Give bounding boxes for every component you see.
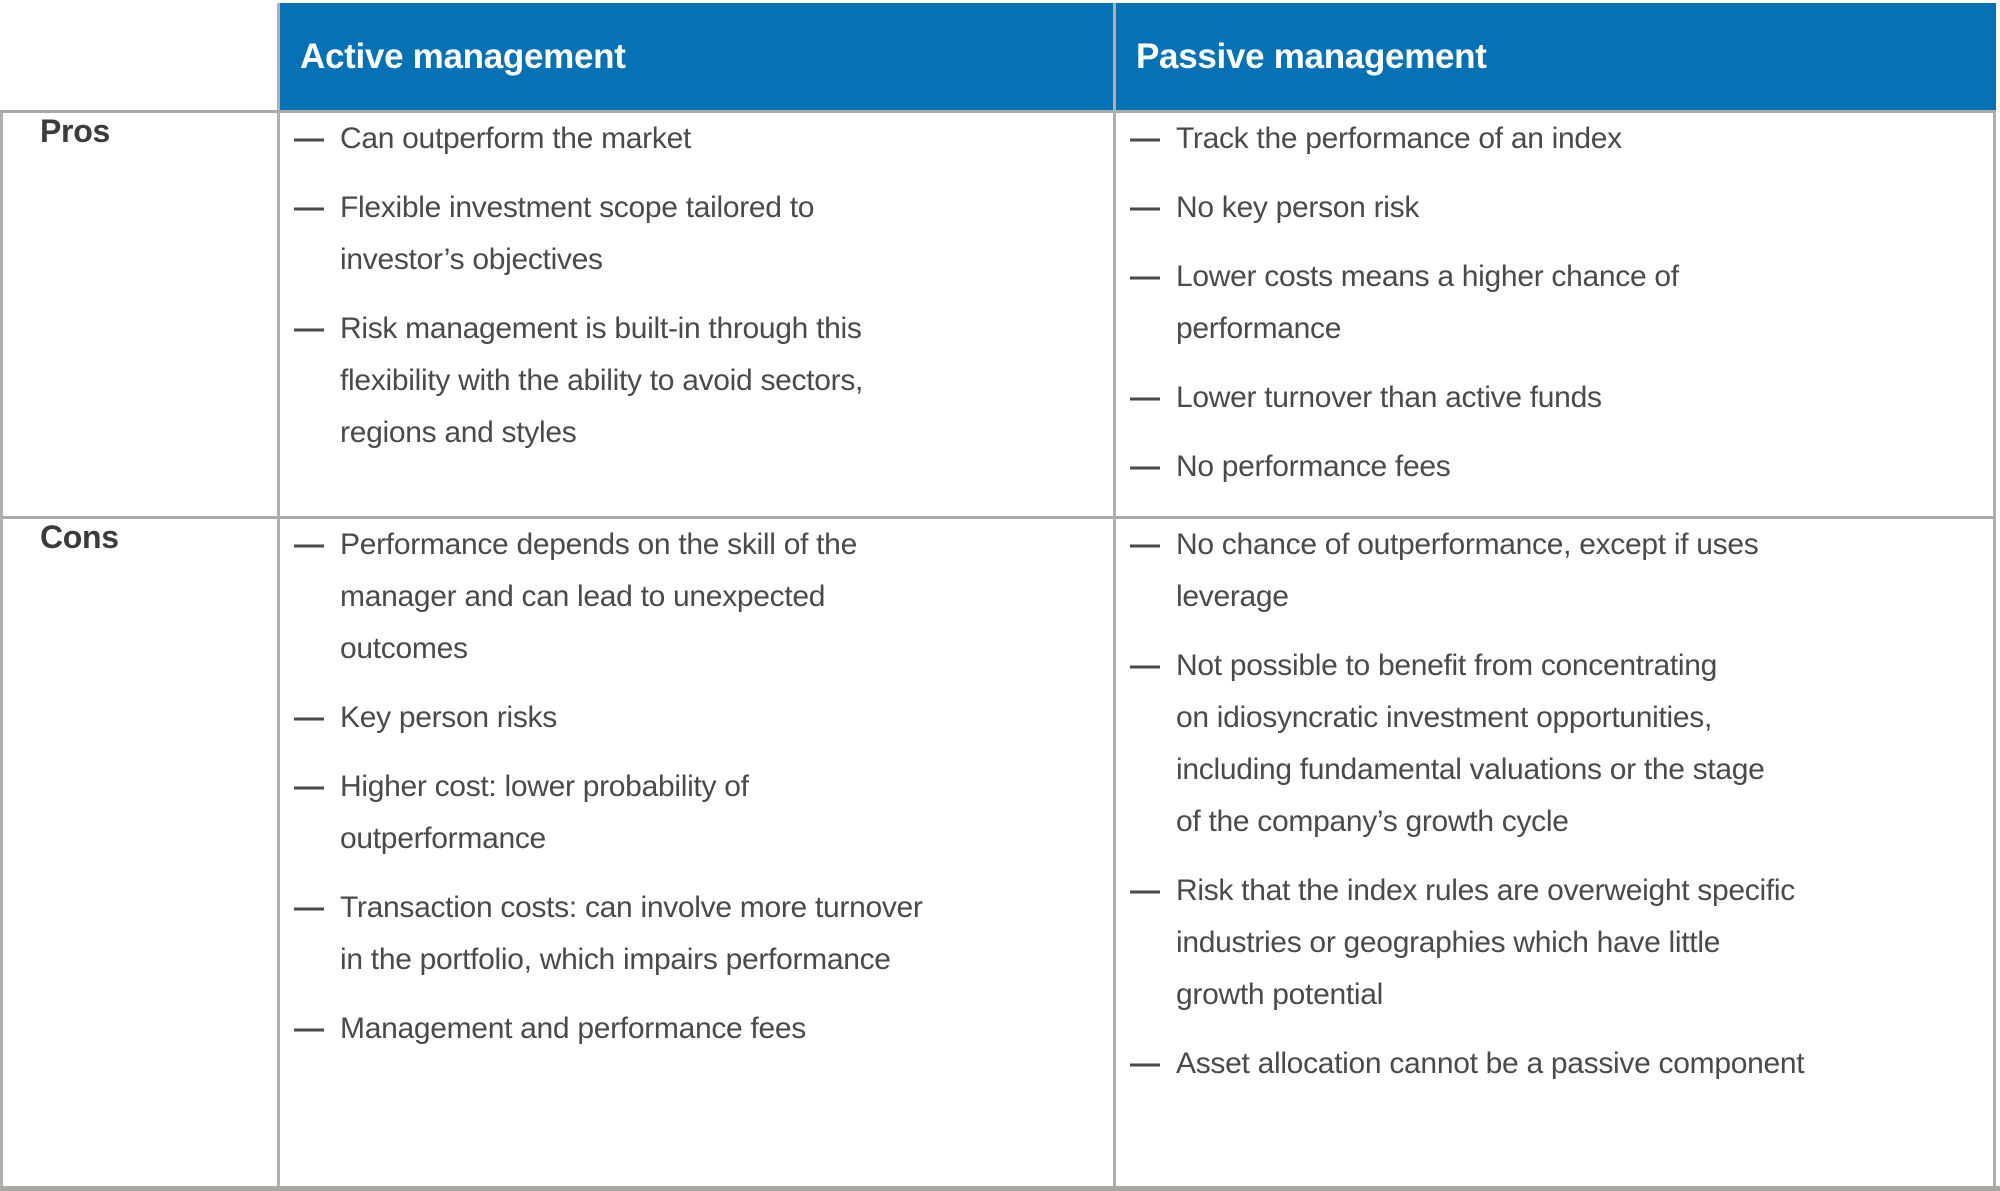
row-label-pros: Pros xyxy=(0,110,277,516)
bullet-item: — No performance fees xyxy=(1130,441,1973,493)
cell-pros-active: — Can outperform the market — Flexible inve… xyxy=(277,110,1113,516)
dash-bullet-icon: — xyxy=(1130,381,1160,414)
bullet-text: Risk management is built-in through this… xyxy=(340,312,864,449)
bullet-text: Lower turnover than active funds xyxy=(1176,381,1602,414)
bullet-text: Higher cost: lower probability of outper… xyxy=(340,770,749,855)
bullet-item: — Asset allocation cannot be a passive co… xyxy=(1130,1038,1973,1090)
bullet-item: — Lower costs means a higher chance of pe… xyxy=(1130,251,1973,355)
dash-bullet-icon: — xyxy=(294,770,324,803)
column-header-label: Passive management xyxy=(1136,36,1487,76)
bullet-text: Risk that the index rules are overweight… xyxy=(1176,874,1795,1011)
dash-bullet-icon: — xyxy=(294,528,324,561)
cell-pros-passive: — Track the performance of an index — No ke… xyxy=(1113,110,1996,516)
row-label-cons: Cons xyxy=(0,516,277,1186)
dash-bullet-icon: — xyxy=(1130,649,1160,682)
cell-cons-passive: — No chance of outperformance, except if … xyxy=(1113,516,1996,1186)
bullet-text: Performance depends on the skill of the … xyxy=(340,528,857,665)
bullet-text: Track the performance of an index xyxy=(1176,122,1622,155)
corner-cell xyxy=(0,3,277,110)
bullet-item: — Management and performance fees xyxy=(294,1003,1093,1055)
dash-bullet-icon: — xyxy=(1130,450,1160,483)
dash-bullet-icon: — xyxy=(1130,528,1160,561)
bullet-text: No chance of outperformance, except if u… xyxy=(1176,528,1759,613)
bullet-item: — No chance of outperformance, except if … xyxy=(1130,519,1973,623)
dash-bullet-icon: — xyxy=(294,701,324,734)
bullet-item: — Track the performance of an index xyxy=(1130,113,1973,165)
bullet-item: — Key person risks xyxy=(294,692,1093,744)
dash-bullet-icon: — xyxy=(1130,260,1160,293)
bullet-text: No key person risk xyxy=(1176,191,1420,224)
bullet-text: Can outperform the market xyxy=(340,122,691,155)
bullet-item: — Flexible investment scope tailored to i… xyxy=(294,182,1093,286)
dash-bullet-icon: — xyxy=(294,312,324,345)
bullet-text: Not possible to benefit from concentrati… xyxy=(1176,649,1765,838)
dash-bullet-icon: — xyxy=(294,122,324,155)
dash-bullet-icon: — xyxy=(294,191,324,224)
bullet-item: — Performance depends on the skill of the… xyxy=(294,519,1093,675)
bullet-item: — Risk that the index rules are overweigh… xyxy=(1130,865,1973,1021)
bullet-item: — Risk management is built-in through thi… xyxy=(294,303,1093,459)
dash-bullet-icon: — xyxy=(1130,874,1160,907)
column-header-active-management: Active management xyxy=(277,3,1113,110)
column-header-passive-management: Passive management xyxy=(1113,3,1996,110)
dash-bullet-icon: — xyxy=(1130,122,1160,155)
bullet-text: No performance fees xyxy=(1176,450,1451,483)
bullet-item: — Not possible to benefit from concentrat… xyxy=(1130,640,1973,848)
dash-bullet-icon: — xyxy=(294,891,324,924)
bullet-item: — Higher cost: lower probability of outpe… xyxy=(294,761,1093,865)
bullet-item: — Transaction costs: can involve more tur… xyxy=(294,882,1093,986)
dash-bullet-icon: — xyxy=(1130,1047,1160,1080)
dash-bullet-icon: — xyxy=(294,1012,324,1045)
column-header-label: Active management xyxy=(300,36,626,76)
dash-bullet-icon: — xyxy=(1130,191,1160,224)
bullet-item: — No key person risk xyxy=(1130,182,1973,234)
bullet-text: Transaction costs: can involve more turn… xyxy=(340,891,923,976)
bullet-item: — Lower turnover than active funds xyxy=(1130,372,1973,424)
bullet-text: Lower costs means a higher chance of per… xyxy=(1176,260,1679,345)
bullet-item: — Can outperform the market xyxy=(294,113,1093,165)
bullet-text: Key person risks xyxy=(340,701,557,734)
bullet-text: Asset allocation cannot be a passive com… xyxy=(1176,1047,1805,1080)
bullet-text: Flexible investment scope tailored to in… xyxy=(340,191,815,276)
cell-cons-active: — Performance depends on the skill of the… xyxy=(277,516,1113,1186)
bullet-text: Management and performance fees xyxy=(340,1012,806,1045)
